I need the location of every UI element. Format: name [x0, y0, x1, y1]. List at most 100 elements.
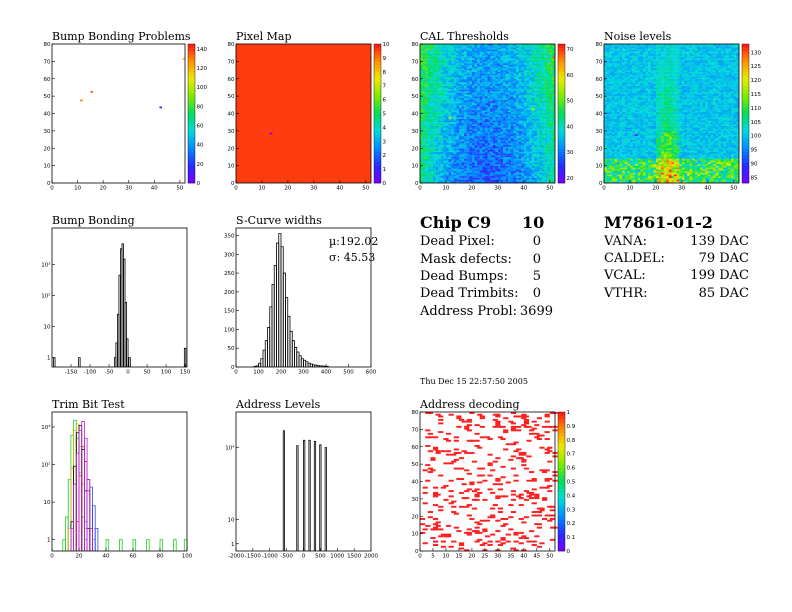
heatmap-cell — [552, 179, 556, 182]
heatmap-cell — [606, 181, 610, 184]
heatmap-cell — [611, 148, 615, 151]
heatmap-cell — [482, 83, 486, 86]
heatmap-cell — [500, 56, 504, 59]
heatmap-cell — [422, 120, 426, 123]
heatmap-cell — [604, 59, 607, 62]
heatmap-cell — [425, 115, 428, 118]
heatmap-cell — [445, 139, 449, 142]
heatmap-cell — [445, 45, 449, 48]
pixel-map-panel: 0 10 20 30 40 5001020304050607080012345678910… — [228, 30, 390, 192]
heatmap-cell — [458, 108, 462, 111]
heatmap-cell — [542, 56, 545, 59]
heatmap-cell — [552, 176, 556, 178]
heatmap-cell — [443, 163, 447, 166]
heatmap-cell — [503, 151, 506, 154]
heatmap-cell — [453, 139, 457, 142]
heatmap-cell — [510, 113, 514, 116]
heatmap-cell — [427, 163, 431, 166]
heatmap-cell — [469, 172, 473, 175]
heatmap-cell — [539, 64, 543, 67]
heatmap-cell — [471, 153, 475, 156]
heatmap-cell — [492, 169, 496, 171]
heatmap-cell — [479, 108, 483, 111]
color-scale-band — [558, 78, 565, 83]
color-scale-band — [558, 64, 565, 69]
heatmap-cell — [516, 75, 519, 78]
heatmap-cell — [542, 94, 545, 97]
heatmap-cell — [619, 136, 623, 138]
heatmap-cell — [508, 153, 512, 156]
heatmap-cell — [552, 141, 556, 144]
heatmap-cell — [549, 70, 553, 72]
heatmap-cell — [547, 87, 550, 90]
heatmap-cell — [453, 75, 457, 78]
heatmap-cell — [420, 80, 423, 83]
heatmap-cell — [422, 111, 426, 114]
heatmap-cell — [425, 155, 428, 158]
heatmap-cell — [552, 144, 556, 147]
heatmap-cell — [513, 101, 517, 104]
heatmap-cell — [451, 45, 454, 48]
heatmap-cell — [438, 111, 441, 114]
heatmap-cell — [445, 170, 449, 173]
heatmap-cell — [513, 179, 517, 182]
heatmap-cell — [497, 158, 501, 161]
heatmap-cell — [513, 116, 517, 119]
heatmap-cell — [422, 56, 426, 59]
heatmap-cell — [542, 50, 545, 53]
heatmap-cell — [432, 87, 436, 90]
heatmap-cell — [552, 132, 556, 135]
heatmap-cell — [521, 143, 524, 145]
heatmap-cell — [490, 129, 493, 132]
heatmap-cell — [469, 82, 473, 85]
heatmap-cell — [508, 71, 512, 74]
heatmap-cell — [544, 116, 548, 119]
heatmap-cell — [495, 99, 499, 102]
heatmap-cell — [606, 108, 610, 111]
heatmap-cell — [482, 63, 486, 65]
heatmap-cell — [497, 83, 501, 86]
heatmap-cell — [513, 120, 517, 123]
heatmap-cell — [495, 75, 499, 78]
heatmap-cell — [518, 87, 522, 90]
heatmap-cell — [443, 77, 447, 79]
heatmap-cell — [547, 137, 550, 140]
heatmap-cell — [471, 47, 475, 50]
heatmap-cell — [510, 82, 514, 85]
heatmap-cell — [453, 94, 457, 97]
heatmap-cell — [445, 167, 449, 170]
heatmap-cell — [443, 83, 447, 86]
heatmap-cell — [500, 153, 504, 156]
heatmap-cell — [547, 149, 550, 152]
heatmap-cell — [549, 63, 553, 65]
heatmap-cell — [510, 56, 514, 59]
heatmap-cell — [453, 96, 457, 99]
color-scale-band — [558, 103, 565, 107]
heatmap-cell — [500, 71, 504, 74]
heatmap-cell — [479, 85, 483, 88]
heatmap-cell — [510, 181, 514, 184]
heatmap-cell — [456, 66, 460, 69]
heatmap-cell — [458, 94, 462, 97]
heatmap-cell — [609, 70, 612, 72]
heatmap-cell — [534, 169, 537, 171]
heatmap-cell — [536, 127, 540, 130]
heatmap-cell — [430, 99, 434, 102]
heatmap-cell — [453, 61, 457, 64]
heatmap-cell — [482, 167, 486, 170]
heatmap-cell — [443, 179, 447, 182]
heatmap-cell — [604, 151, 607, 154]
heatmap-cell — [456, 47, 460, 50]
heatmap-cell — [497, 59, 501, 62]
heatmap-cell — [505, 75, 509, 78]
heatmap-cell — [453, 163, 457, 166]
heatmap-cell — [492, 143, 496, 145]
heatmap-cell — [427, 59, 431, 62]
heatmap-cell — [549, 56, 553, 59]
heatmap-cell — [453, 146, 457, 149]
heatmap-cell — [464, 174, 467, 177]
heatmap-cell — [422, 155, 426, 158]
x-tick-label: 50 — [546, 186, 553, 192]
heatmap-cell — [508, 179, 512, 182]
heatmap-cell — [544, 170, 548, 173]
